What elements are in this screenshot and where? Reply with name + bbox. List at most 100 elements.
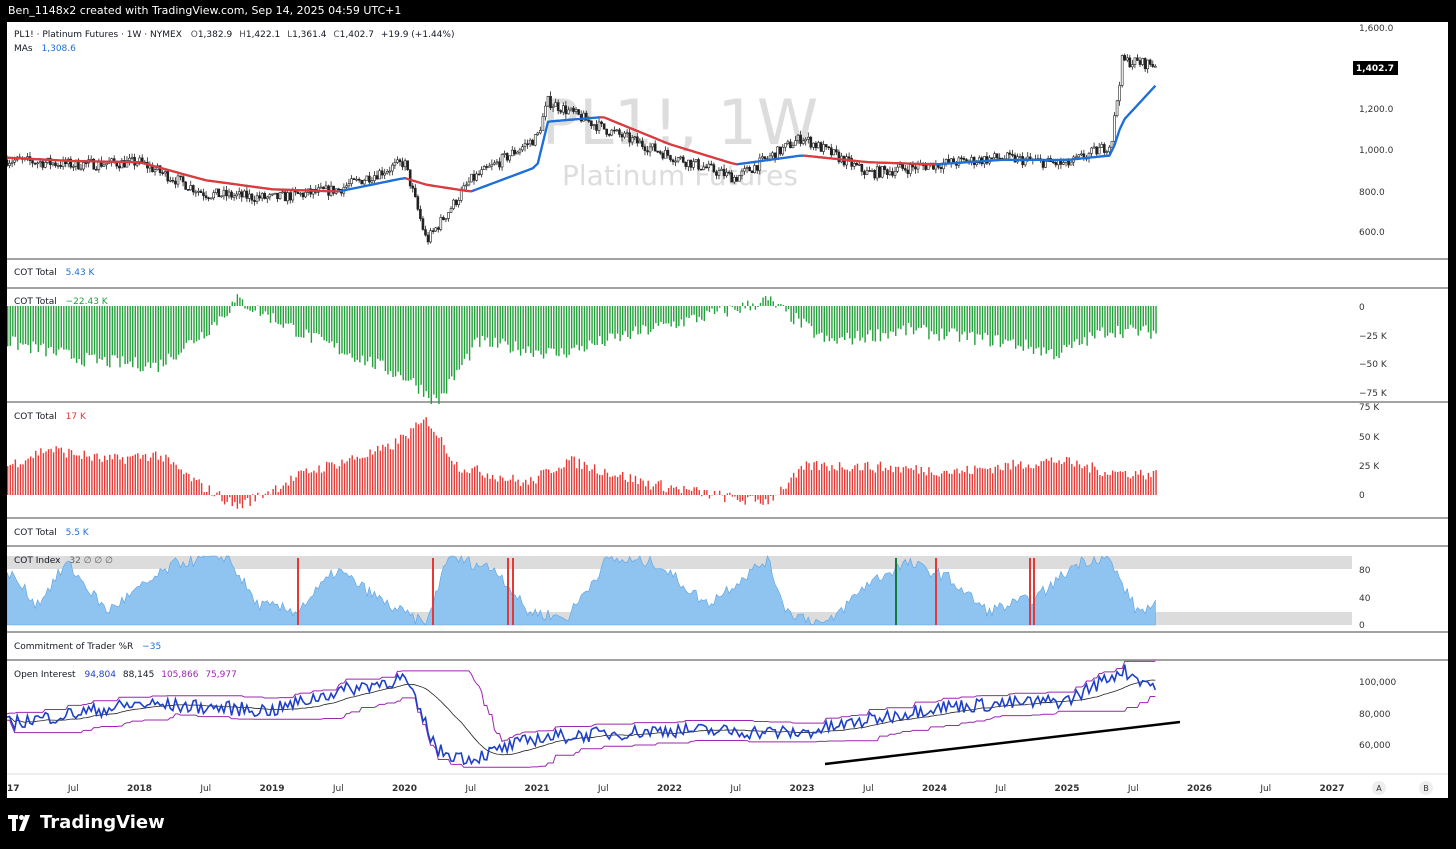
cot-speculator-bar [790,477,792,495]
oi-tick: 100,000 [1359,678,1396,688]
cot-commercial-bar [1152,306,1155,331]
cot-speculator-bar [657,481,660,495]
cot-commercial-bar [75,306,78,364]
cot-commercial-bar [323,306,325,341]
cot-commercial-bar [856,306,859,331]
cot-speculator-bar [96,453,98,495]
candle-body [995,153,999,159]
candle-body [684,161,688,167]
cot-commercial-bar [905,306,907,336]
cot-speculator-bar [1119,471,1122,495]
ma-segment [200,177,207,182]
ma-segment [649,135,656,140]
cot-commercial-bar [844,306,846,341]
chart-frame[interactable]: PL1!, 1W Platinum Futures PL1! · Platinu… [7,22,1448,798]
cot-commercial-bar [170,306,172,358]
ma-segment [353,186,360,190]
candle-body [909,164,912,174]
cot-speculator-bar [734,495,736,497]
candle-body [171,179,175,182]
cot-speculator-bar [229,495,231,498]
cot-speculator-bar [351,455,353,495]
cot-speculator-bar [570,456,573,495]
candle-body [1125,57,1129,61]
time-axis[interactable]: 2017Jul2018Jul2019Jul2020Jul2021Jul2022J… [7,784,1345,794]
chart-canvas[interactable]: PL1!, 1W Platinum Futures PL1! · Platinu… [7,22,1448,798]
tradingview-logo[interactable]: TradingView [8,812,165,833]
time-tick-label: Jul [67,784,79,794]
cot-speculator-bar [859,470,861,495]
cot-speculator-bar [231,495,233,507]
cot-speculator-bar [683,485,685,495]
candle-body [755,165,759,171]
cot-speculator-bar [341,459,343,495]
cot-commercial-bar [50,306,52,348]
cot-speculator-bar [718,490,721,495]
cot-commercial-bar [433,306,435,395]
cot-commercial-bar [1111,306,1114,334]
cot-speculator-bar [805,461,808,495]
cot-commercial-bar [415,306,417,386]
candle-body [584,112,588,121]
trend-line-drawing[interactable] [824,720,1181,766]
cot3-tick: 0 [1359,491,1365,501]
candle-body [13,159,16,163]
cot2-tick: −50 K [1359,360,1388,370]
ma-segment [833,157,840,161]
cot-speculator-bar [757,495,759,500]
candle-body [319,186,323,189]
cot-speculator-bar [599,474,601,495]
cot-speculator-bar [596,473,598,495]
candle-body [467,181,471,186]
candle-body [38,161,42,164]
candle-body [824,144,828,148]
cot-speculator-bar [588,471,591,495]
candle-body [513,149,517,155]
cot-commercial-bar [502,306,504,339]
cot-commercial-bar [152,306,154,363]
cot-speculator-bar [325,461,328,495]
candle-body [365,175,369,181]
cot-commercial-bar [706,306,708,311]
ma-segment [175,170,181,175]
ma-segment [1073,157,1079,161]
candle-body [260,193,264,199]
candle-body [401,161,404,168]
cot-speculator-bar [415,422,417,495]
cot-index-signal [895,558,897,625]
cot-speculator-bar [660,480,662,495]
candle-body [687,159,690,167]
cot-speculator-bar [410,428,412,495]
candle-body [1138,60,1142,65]
cot-commercial-bar [137,306,139,369]
ma-segment [1078,157,1084,160]
cot-speculator-bar [1012,459,1014,495]
ma-segment [1144,90,1152,98]
cot-speculator-bar [690,490,693,495]
cot-index-signal [297,558,299,625]
candle-body [587,119,591,122]
cot-commercial-bar [1145,306,1147,326]
cot-commercial-bar [966,306,968,340]
cot-commercial-bar [188,306,190,341]
cot-speculator-bar [300,470,302,495]
cot-commercial-bar [356,306,359,360]
cot-speculator-bar [706,490,708,495]
auto-scale-button[interactable] [1372,781,1386,795]
cot-commercial-bar [1053,306,1055,360]
cot-commercial-bar [1009,306,1012,341]
cot-commercial-bar [58,306,60,350]
scale-button-b[interactable] [1419,781,1433,795]
cot-speculator-bar [512,474,514,495]
cot-commercial-bar [655,306,657,324]
cot-speculator-bar [142,454,144,495]
candle-body [916,164,920,170]
pane-cot1-value: 5.43 K [66,268,96,278]
cot-speculator-bar [1073,466,1076,495]
ma-segment [644,133,651,138]
cot-commercial-bar [351,306,353,358]
candle-body [243,190,246,198]
cot-speculator-bar [826,466,828,495]
candle-body [577,109,580,115]
candle-body [436,227,440,230]
